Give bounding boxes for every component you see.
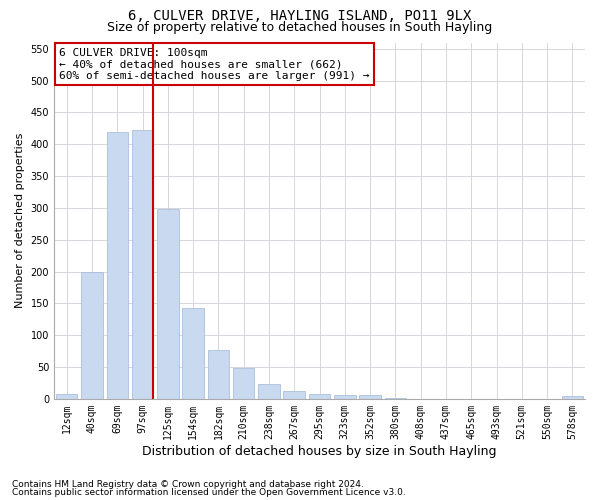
Bar [208,350,229,399]
Text: Size of property relative to detached houses in South Hayling: Size of property relative to detached ho… [107,21,493,34]
Bar [283,391,305,399]
Bar [359,395,381,399]
Bar [258,384,280,399]
Bar [182,308,204,399]
Text: 6 CULVER DRIVE: 100sqm
← 40% of detached houses are smaller (662)
60% of semi-de: 6 CULVER DRIVE: 100sqm ← 40% of detached… [59,48,370,81]
Text: 6, CULVER DRIVE, HAYLING ISLAND, PO11 9LX: 6, CULVER DRIVE, HAYLING ISLAND, PO11 9L… [128,9,472,23]
Bar [385,398,406,399]
Bar [56,394,77,399]
Bar [334,395,356,399]
Bar [81,272,103,399]
Bar [157,209,179,399]
Bar [309,394,330,399]
Bar [132,130,153,399]
Bar [562,396,583,399]
X-axis label: Distribution of detached houses by size in South Hayling: Distribution of detached houses by size … [142,444,497,458]
Text: Contains HM Land Registry data © Crown copyright and database right 2024.: Contains HM Land Registry data © Crown c… [12,480,364,489]
Bar [233,368,254,399]
Text: Contains public sector information licensed under the Open Government Licence v3: Contains public sector information licen… [12,488,406,497]
Bar [107,132,128,399]
Y-axis label: Number of detached properties: Number of detached properties [15,133,25,308]
